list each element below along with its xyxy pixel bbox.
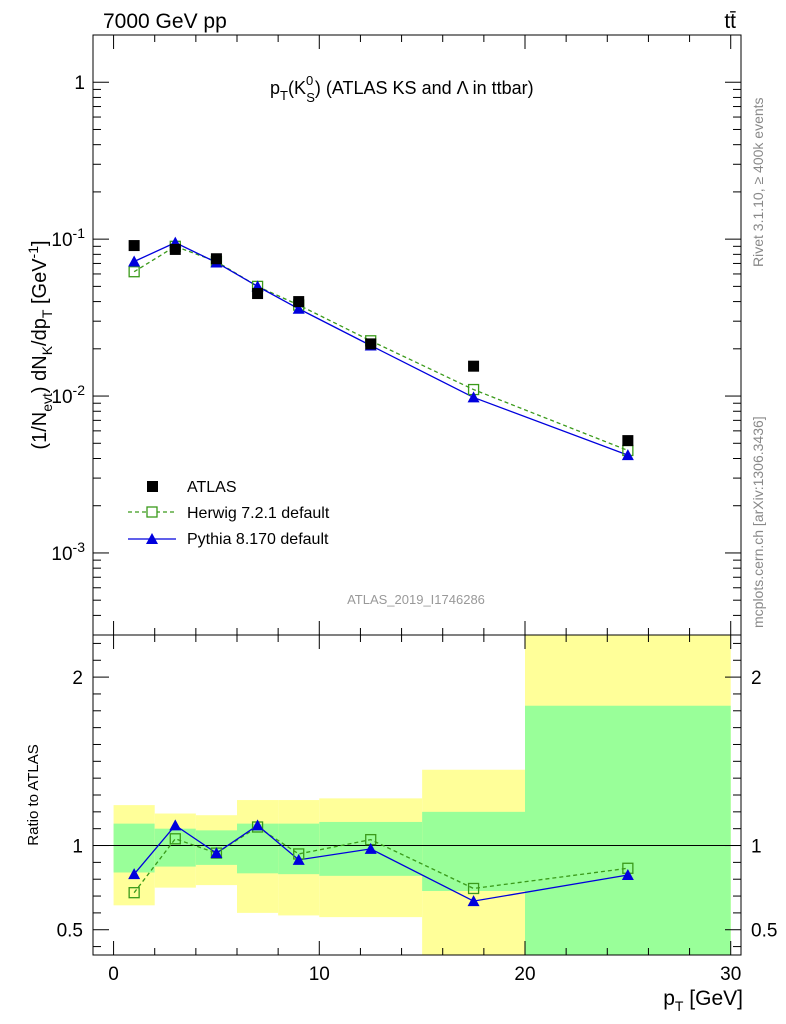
ratio-y-tick-label-right: 0.5 xyxy=(751,921,777,942)
legend-pythia-label: Pythia 8.170 default xyxy=(187,531,329,548)
main-y-tick-label: 10-3 xyxy=(51,539,85,565)
ratio-series xyxy=(128,819,634,907)
ratio-pythia-point xyxy=(128,868,141,880)
ratio-herwig-line xyxy=(133,826,628,894)
main-pythia-point xyxy=(621,449,634,461)
ratio-y-tick-label-left: 0.5 xyxy=(57,921,83,942)
title-pt-symbol: p xyxy=(270,78,280,98)
main-y-tick-base: 10 xyxy=(51,544,72,565)
ratio-band-inner-3 xyxy=(237,823,279,874)
main-y-tick-base: 10 xyxy=(51,387,72,408)
main-atlas-point xyxy=(128,240,140,252)
legend-atlas-marker xyxy=(147,481,158,492)
main-pythia-line xyxy=(133,241,629,456)
legend-herwig-label: Herwig 7.2.1 default xyxy=(187,505,330,522)
main-atlas-point xyxy=(622,435,634,447)
x-axis-label: pT [GeV] xyxy=(663,987,743,1014)
plot-title: pT(K0 S) (ATLAS KS and Λ in ttbar) xyxy=(270,73,534,105)
title-paren-open: (K xyxy=(288,78,306,98)
main-y-axis-label: (1/Nevt) dNK/dpT [GeV-1] xyxy=(25,240,55,449)
ratio-y-tick-label-right: 1 xyxy=(751,837,762,858)
ratio-pythia-point xyxy=(210,847,223,859)
mcplots-label: mcplots.cern.ch [arXiv:1306.3436] xyxy=(750,416,766,628)
ratio-y-tick-label-left: 1 xyxy=(72,837,83,858)
rivet-label: Rivet 3.1.10, ≥ 400k events xyxy=(750,97,766,267)
ratio-panel-frame xyxy=(92,634,742,956)
main-atlas-point xyxy=(210,253,222,265)
x-tick-label: 0 xyxy=(108,964,119,985)
main-atlas-point xyxy=(468,360,480,372)
title-pt-subscript: T xyxy=(280,88,288,103)
main-y-tick-label: 10-1 xyxy=(51,225,85,251)
ratio-herwig-point xyxy=(128,887,140,899)
ratio-herwig-point xyxy=(169,833,181,845)
main-pythia-point xyxy=(128,255,141,267)
main-atlas-point xyxy=(293,296,305,308)
main-y-tick-exponent: -1 xyxy=(73,225,86,241)
title-rest: ) (ATLAS KS and Λ in ttbar) xyxy=(315,78,534,98)
ratio-pythia-point xyxy=(169,819,182,831)
legend-herwig-marker xyxy=(146,506,158,518)
ratio-uncertainty-bands xyxy=(113,635,731,955)
main-atlas-point xyxy=(169,243,181,255)
ratio-pythia-line xyxy=(133,824,628,902)
main-herwig-line xyxy=(133,245,629,452)
x-tick-label: 10 xyxy=(309,964,330,985)
ratio-herwig-point xyxy=(467,882,480,895)
title-k-superscript: 0 xyxy=(306,73,313,88)
ratio-y-tick-label-left: 2 xyxy=(72,668,83,689)
ratio-axes: 0.5 0.51 12 20 10 20 30 xyxy=(57,635,777,985)
ratio-pythia-point xyxy=(621,869,634,880)
main-atlas-point xyxy=(365,338,377,350)
main-pythia-point xyxy=(467,391,480,403)
main-atlas-point xyxy=(252,288,264,300)
svg-text:(1/Nevt) dNK/dpT [GeV-1]: (1/Nevt) dNK/dpT [GeV-1] xyxy=(25,240,55,449)
x-tick-label: 20 xyxy=(514,964,535,985)
ratio-band-inner-0 xyxy=(113,823,155,873)
main-y-tick-base: 10 xyxy=(51,230,72,251)
legend: ATLAS Herwig 7.2.1 default Pythia 8.170 … xyxy=(128,479,330,548)
main-series xyxy=(128,236,634,461)
ratio-y-axis-label: Ratio to ATLAS xyxy=(25,744,42,845)
rivet-label-group: Rivet 3.1.10, ≥ 400k events xyxy=(750,97,766,267)
header-energy-label: 7000 GeV pp xyxy=(103,10,227,33)
ratio-pythia-point xyxy=(467,895,480,907)
main-y-tick-exponent: -2 xyxy=(73,382,86,398)
ratio-pythia-point xyxy=(251,819,264,831)
header-process-label: tt̄ xyxy=(724,10,736,33)
main-y-tick-label: 10-2 xyxy=(51,382,85,408)
main-pythia-point xyxy=(292,302,305,314)
main-axes: 10-310-210-11 xyxy=(51,34,741,636)
main-herwig-point xyxy=(128,266,140,278)
mcplots-label-group: mcplots.cern.ch [arXiv:1306.3436] xyxy=(750,416,766,628)
ratio-band-inner-7 xyxy=(525,705,731,955)
legend-pythia-marker xyxy=(146,533,158,544)
ratio-band-inner-6 xyxy=(422,811,525,891)
main-y-tick-label: 1 xyxy=(74,73,85,94)
title-k-subscript: S xyxy=(306,90,315,105)
main-y-tick-exponent: -3 xyxy=(73,539,86,555)
ratio-pythia-point xyxy=(364,842,377,854)
x-tick-label: 30 xyxy=(720,964,741,985)
analysis-watermark: ATLAS_2019_I1746286 xyxy=(347,592,485,607)
legend-atlas-label: ATLAS xyxy=(187,479,237,496)
ratio-y-tick-label-right: 2 xyxy=(751,668,762,689)
ratio-y-axis-label-group: Ratio to ATLAS xyxy=(25,744,42,845)
ratio-pythia-point xyxy=(292,853,305,865)
